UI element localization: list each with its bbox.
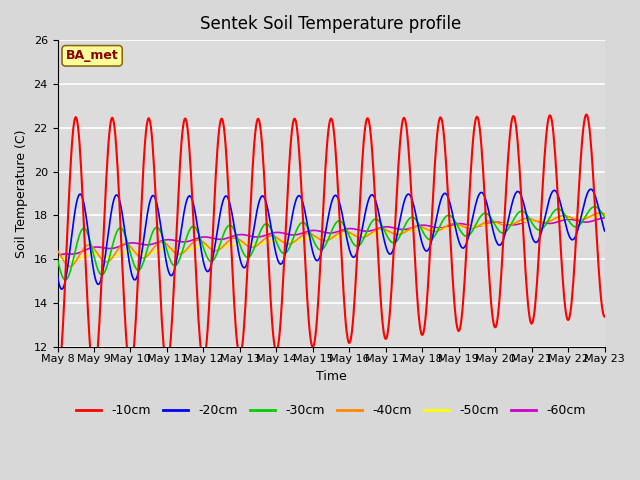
-10cm [63, 228, 71, 233]
Title: Sentek Soil Temperature profile: Sentek Soil Temperature profile [200, 15, 461, 33]
-20cm [121, 226, 129, 232]
-40cm [176, 252, 184, 257]
-20cm [414, 223, 422, 229]
-20cm [58, 286, 66, 292]
-30cm [121, 230, 129, 236]
Line: -10cm: -10cm [58, 115, 605, 380]
-10cm [120, 291, 127, 297]
-10cm [204, 318, 212, 324]
-60cm [63, 251, 71, 257]
-60cm [601, 215, 609, 221]
-60cm [397, 227, 405, 232]
-10cm [397, 125, 405, 131]
-40cm [205, 244, 212, 250]
-10cm [601, 314, 609, 320]
Line: -50cm: -50cm [58, 215, 605, 261]
-60cm [120, 242, 127, 248]
-20cm [54, 274, 61, 279]
Line: -30cm: -30cm [58, 207, 605, 280]
-50cm [414, 227, 422, 233]
Text: BA_met: BA_met [66, 49, 118, 62]
-40cm [414, 223, 422, 229]
-20cm [65, 261, 72, 266]
-50cm [63, 257, 71, 263]
-30cm [54, 257, 61, 263]
Line: -40cm: -40cm [58, 213, 605, 266]
-20cm [205, 268, 212, 274]
-10cm [175, 174, 183, 180]
-40cm [596, 210, 604, 216]
-50cm [205, 244, 212, 250]
-20cm [601, 228, 609, 234]
-20cm [176, 235, 184, 241]
-40cm [601, 211, 609, 216]
-60cm [204, 234, 212, 240]
-30cm [398, 228, 406, 234]
-20cm [587, 186, 595, 192]
-10cm [413, 297, 421, 303]
-30cm [205, 257, 212, 263]
-60cm [54, 254, 61, 260]
-60cm [175, 239, 183, 244]
-60cm [413, 223, 421, 229]
-50cm [54, 253, 61, 259]
-30cm [601, 214, 609, 220]
Line: -20cm: -20cm [58, 189, 605, 289]
-40cm [66, 264, 74, 269]
-40cm [121, 241, 129, 247]
-50cm [121, 249, 129, 255]
-50cm [398, 229, 406, 235]
-40cm [54, 248, 61, 253]
-20cm [398, 206, 406, 212]
Y-axis label: Soil Temperature (C): Soil Temperature (C) [15, 129, 28, 258]
-50cm [176, 248, 184, 253]
-50cm [69, 258, 77, 264]
-40cm [63, 263, 71, 268]
X-axis label: Time: Time [316, 370, 346, 383]
-30cm [591, 204, 598, 210]
-10cm [54, 377, 61, 383]
-10cm [582, 112, 590, 118]
Legend: -10cm, -20cm, -30cm, -40cm, -50cm, -60cm: -10cm, -20cm, -30cm, -40cm, -50cm, -60cm [71, 399, 591, 422]
-30cm [61, 277, 69, 283]
-30cm [176, 255, 184, 261]
Line: -60cm: -60cm [58, 218, 605, 257]
-30cm [414, 220, 422, 226]
-50cm [601, 212, 609, 218]
-40cm [398, 231, 406, 237]
-30cm [65, 274, 72, 280]
